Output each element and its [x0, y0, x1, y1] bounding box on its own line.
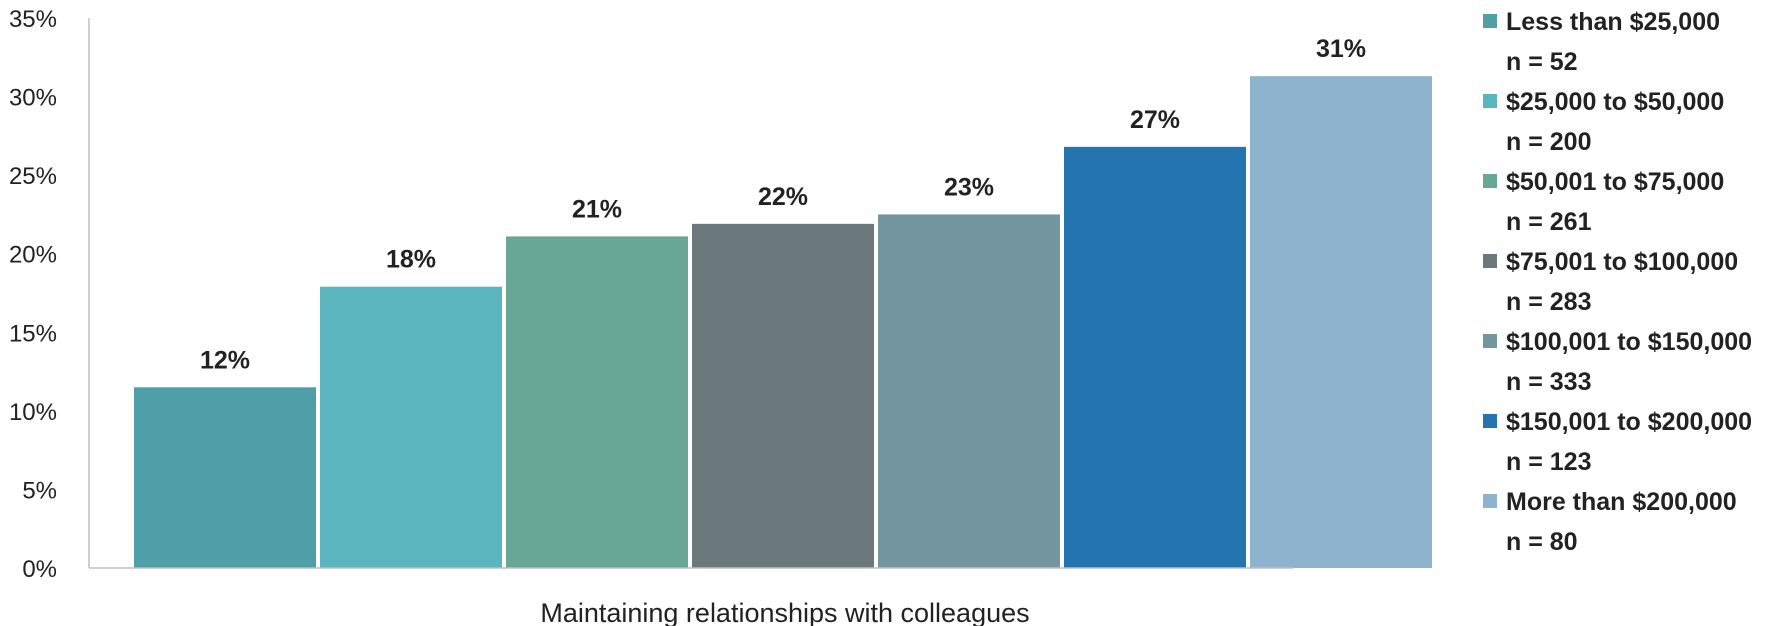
legend-n-label: n = 261: [1506, 208, 1592, 236]
legend-n-label: n = 333: [1506, 368, 1591, 396]
x-axis-label: Maintaining relationships with colleague…: [540, 598, 1029, 626]
data-label: 18%: [386, 246, 436, 274]
legend-label: $75,001 to $100,000: [1506, 248, 1738, 276]
legend-swatch: [1483, 174, 1497, 188]
bar: [1064, 146, 1246, 568]
legend-label: Less than $25,000: [1506, 8, 1720, 36]
data-label: 22%: [758, 183, 808, 211]
bar: [1250, 76, 1432, 569]
bar: [878, 214, 1060, 568]
legend-swatch: [1483, 494, 1497, 508]
y-tick-label: 35%: [9, 6, 57, 33]
data-label: 12%: [200, 346, 250, 374]
legend-swatch: [1483, 14, 1497, 28]
legend-label: $100,001 to $150,000: [1506, 328, 1752, 356]
legend-label: More than $200,000: [1506, 488, 1737, 516]
bar: [506, 236, 688, 568]
bar: [692, 223, 874, 568]
legend-label: $50,001 to $75,000: [1506, 168, 1724, 196]
legend-n-label: n = 52: [1506, 48, 1578, 76]
y-axis: 0% 5% 10% 15% 20% 25% 30% 35%: [9, 6, 57, 583]
data-label: 21%: [572, 195, 622, 223]
y-tick-label: 5%: [22, 477, 57, 504]
y-tick-label: 0%: [22, 556, 57, 583]
y-tick-label: 10%: [9, 399, 57, 426]
legend-n-label: n = 123: [1506, 448, 1591, 476]
legend-swatch: [1483, 414, 1497, 428]
data-label: 27%: [1130, 106, 1180, 134]
y-tick-label: 30%: [9, 85, 57, 112]
data-label: 31%: [1316, 35, 1366, 63]
legend-label: $150,001 to $200,000: [1506, 408, 1752, 436]
bar: [320, 286, 502, 568]
legend-swatch: [1483, 334, 1497, 348]
legend-label: $25,000 to $50,000: [1506, 88, 1724, 116]
data-labels: 12% 18% 21% 22% 23% 27% 31%: [200, 35, 1366, 374]
legend-n-label: n = 283: [1506, 288, 1591, 316]
y-tick-label: 25%: [9, 163, 57, 190]
legend-n-label: n = 80: [1506, 528, 1578, 556]
data-label: 23%: [944, 173, 994, 201]
y-tick-label: 15%: [9, 320, 57, 347]
legend-n-label: n = 200: [1506, 128, 1591, 156]
bar: [134, 387, 316, 568]
legend-swatch: [1483, 254, 1497, 268]
legend: Less than $25,000 n = 52 $25,000 to $50,00…: [1483, 8, 1752, 556]
bars: [134, 76, 1432, 569]
legend-swatch: [1483, 94, 1497, 108]
y-tick-label: 20%: [9, 242, 57, 269]
